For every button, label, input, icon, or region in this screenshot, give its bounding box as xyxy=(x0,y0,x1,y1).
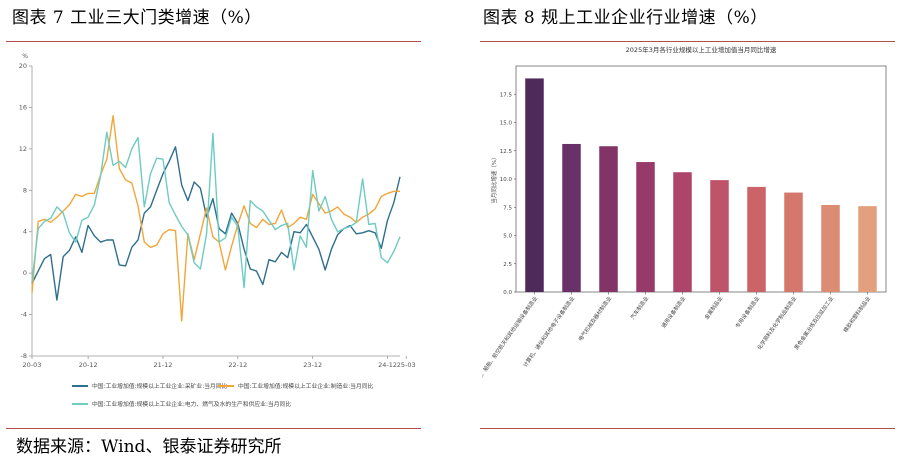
bar-y-tick-label: 12.5 xyxy=(500,149,513,155)
bar-7 xyxy=(747,186,766,292)
right-bottom-rule xyxy=(480,428,895,429)
bar-y-tick-label: 17.5 xyxy=(500,92,513,98)
bar-1 xyxy=(525,78,544,293)
bar-y-tick-label: 2.5 xyxy=(503,262,512,268)
bar-category-label: 橡胶和塑料制品业 xyxy=(841,295,872,334)
bar-y-tick-label: 15.0 xyxy=(500,121,513,127)
bar-category-label: 化学原料及化学制品制造业 xyxy=(755,295,798,352)
x-tick-label: 25-03 xyxy=(397,361,416,369)
figure-8-title: 图表 8 规上工业企业行业增速（%） xyxy=(483,8,768,28)
bar-8 xyxy=(784,192,803,292)
bar-3 xyxy=(599,146,618,292)
bar-4 xyxy=(636,162,655,292)
bar-9 xyxy=(821,204,840,292)
data-source-note: 数据来源：Wind、银泰证券研究所 xyxy=(16,437,282,457)
bar-5 xyxy=(673,172,692,292)
bar-category-label: 专用设备制造业 xyxy=(733,295,761,330)
bar-y-tick-label: 7.5 xyxy=(503,205,512,211)
x-tick-label: 24-12 xyxy=(378,361,397,369)
bar-category-label: 汽车制造业 xyxy=(628,295,650,321)
y-tick-label: 20 xyxy=(19,62,27,70)
y-tick-label: -8 xyxy=(21,352,27,360)
bar-6 xyxy=(710,180,729,292)
x-tick-label: 23-12 xyxy=(303,361,322,369)
bar-category-label: 通用设备制造业 xyxy=(659,295,687,330)
legend-label: 中国:工业增加值:规模以上工业企业:制造业:当月同比 xyxy=(238,382,374,390)
legend-label: 中国:工业增加值:规模以上工业企业:电力、燃气及水的生产和供应业:当月同比 xyxy=(92,400,291,408)
y-tick-label: 12 xyxy=(19,145,27,153)
x-tick-label: 20-12 xyxy=(79,361,98,369)
left-top-rule xyxy=(6,41,421,42)
bar-chart-title: 2025年3月各行业规模以上工业增加值当月同比增速 xyxy=(626,45,777,54)
y-tick-label: -4 xyxy=(21,311,27,319)
bar-2 xyxy=(562,143,581,292)
bar-y-axis-label: 当月同比增速（%） xyxy=(490,154,498,203)
y-unit-label: % xyxy=(22,53,28,60)
bar-category-label: 铁路、船舶、航空航天和其他运输设备制造业 xyxy=(482,295,539,386)
industry-growth-line-chart: % -8 -4 0 4 8 12 16 20 20-03 20-12 21-12 22-12 23-12 2… xyxy=(19,53,416,408)
bar-category-label: 黑色金属冶炼及压延加工业 xyxy=(792,295,835,352)
series-line-2 xyxy=(31,115,400,322)
x-tick-label: 21-12 xyxy=(154,361,173,369)
left-bottom-rule xyxy=(6,428,421,429)
series-line-3 xyxy=(31,131,401,289)
right-top-rule xyxy=(480,41,895,42)
bar-y-tick-label: 5.0 xyxy=(503,234,512,240)
figure-7-title: 图表 7 工业三大门类增速（%） xyxy=(12,8,262,28)
series-line-1 xyxy=(31,146,401,301)
x-tick-label: 22-12 xyxy=(228,361,247,369)
y-tick-label: 4 xyxy=(23,228,27,236)
y-tick-label: 16 xyxy=(19,103,27,111)
x-tick-label: 20-03 xyxy=(23,361,42,369)
bar-y-tick-label: 0.0 xyxy=(503,290,512,296)
bar-category-label: 金属制品业 xyxy=(702,295,724,321)
bar-y-tick-label: 10.0 xyxy=(500,177,513,183)
bar-category-label: 电气机械及器材制造业 xyxy=(576,295,613,343)
legend-label: 中国:工业增加值:规模以上工业企业:采矿业:当月同比 xyxy=(92,382,228,390)
bar-10 xyxy=(858,206,877,292)
y-tick-label: 0 xyxy=(23,269,27,277)
y-tick-label: 8 xyxy=(23,186,27,194)
